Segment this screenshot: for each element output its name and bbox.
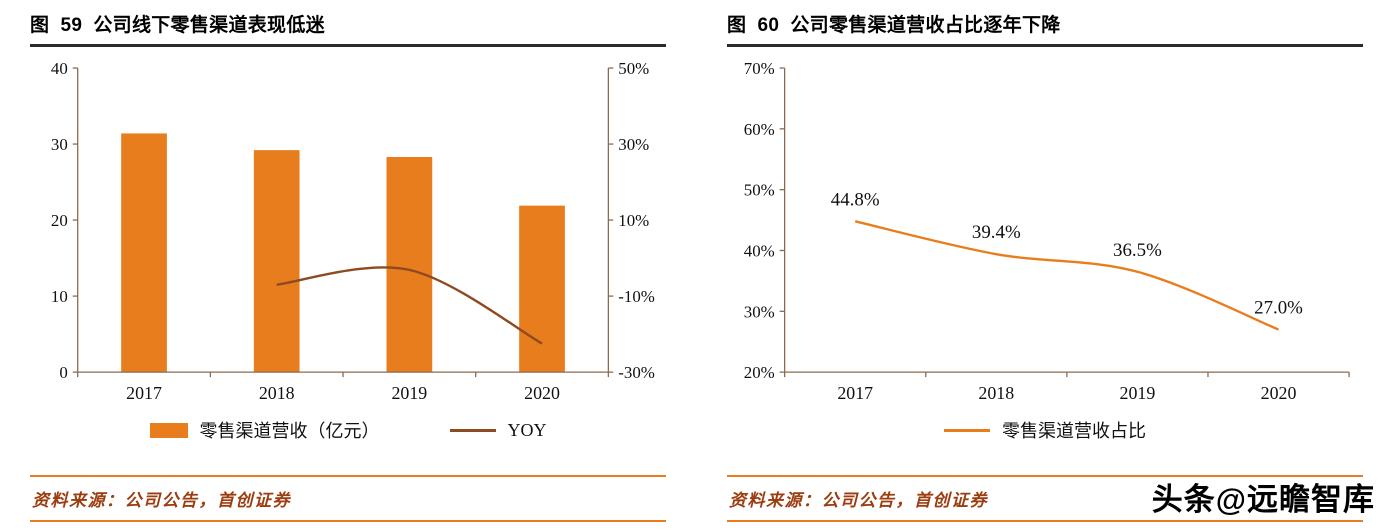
figure-60-panel: 图 60 公司零售渠道营收占比逐年下降 44.8% 39.4% 36.5% 27.0%…: [727, 10, 1363, 522]
svg-text:20: 20: [51, 211, 68, 230]
legend-item-revenue: 零售渠道营收（亿元）: [149, 417, 380, 443]
svg-text:30%: 30%: [618, 135, 649, 154]
svg-text:60%: 60%: [744, 120, 775, 139]
svg-text:2020: 2020: [524, 383, 560, 403]
svg-text:2018: 2018: [978, 383, 1014, 403]
svg-text:0: 0: [59, 363, 67, 382]
watermark-handle: @远瞻智库: [1215, 482, 1375, 517]
svg-text:30%: 30%: [744, 302, 775, 321]
svg-text:50%: 50%: [618, 59, 649, 78]
svg-text:2019: 2019: [1120, 383, 1156, 403]
legend-yoy-label: YOY: [507, 419, 547, 440]
line-chart-svg: 44.8% 39.4% 36.5% 27.0% 20% 30% 40% 50% 60% 70% 20…: [744, 59, 1350, 403]
figure-60-source-text: 资料来源：公司公告，首创证券: [729, 491, 988, 510]
svg-text:40%: 40%: [744, 241, 775, 260]
legend-revenue-label: 零售渠道营收（亿元）: [199, 421, 380, 441]
figure-60-title: 图 60 公司零售渠道营收占比逐年下降: [727, 15, 1061, 36]
svg-text:44.8%: 44.8%: [831, 189, 880, 210]
toutiao-logo: 头条: [1151, 482, 1216, 517]
figure-59-title: 图 59 公司线下零售渠道表现低迷: [30, 15, 325, 36]
svg-text:30: 30: [51, 135, 68, 154]
svg-text:2018: 2018: [259, 383, 295, 403]
figure-59-title-rule: [30, 44, 666, 47]
svg-text:40: 40: [51, 59, 68, 78]
svg-text:-30%: -30%: [618, 363, 655, 382]
legend-item-share: 零售渠道营收占比: [944, 417, 1146, 443]
svg-text:10%: 10%: [618, 211, 649, 230]
svg-text:10: 10: [51, 287, 68, 306]
figure-59-chart: 0 10 20 30 40 -30% -10% 10% 30% 50% 2017 2018 2019 20…: [30, 53, 666, 413]
svg-text:-10%: -10%: [618, 287, 655, 306]
figure-59-source-block: 资料来源：公司公告，首创证券: [30, 475, 666, 522]
figure-60-legend: 零售渠道营收占比: [727, 417, 1363, 443]
figure-60-chart: 44.8% 39.4% 36.5% 27.0% 20% 30% 40% 50% 60% 70% 20…: [727, 53, 1363, 413]
svg-text:2019: 2019: [391, 383, 427, 403]
svg-text:50%: 50%: [744, 181, 775, 200]
legend-item-yoy: YOY: [449, 419, 547, 441]
yoy-line-swatch-icon: [449, 428, 496, 432]
svg-text:70%: 70%: [744, 59, 775, 78]
bar-swatch-icon: [149, 422, 188, 438]
figure-60-title-rule: [727, 44, 1363, 47]
svg-text:39.4%: 39.4%: [972, 222, 1021, 243]
legend-share-label: 零售渠道营收占比: [1002, 421, 1146, 441]
svg-text:2017: 2017: [837, 383, 873, 403]
figure-59-legend: 零售渠道营收（亿元） YOY: [30, 417, 666, 443]
svg-text:27.0%: 27.0%: [1254, 298, 1303, 319]
svg-text:2017: 2017: [126, 383, 162, 403]
bar-line-chart-svg: 0 10 20 30 40 -30% -10% 10% 30% 50% 2017 2018 2019 20…: [51, 59, 655, 403]
share-line-swatch-icon: [944, 428, 990, 432]
figure-60-source-block: 资料来源：公司公告，首创证券: [727, 475, 1363, 522]
svg-text:20%: 20%: [744, 363, 775, 382]
figure-59-source-text: 资料来源：公司公告，首创证券: [32, 491, 291, 510]
svg-text:36.5%: 36.5%: [1113, 240, 1162, 261]
svg-text:2020: 2020: [1261, 383, 1297, 403]
toutiao-watermark: 头条@远瞻智库: [1152, 474, 1375, 519]
figure-59-panel: 图 59 公司线下零售渠道表现低迷 0 10 20 30 40 -30% -10% 10% 30…: [30, 10, 666, 522]
